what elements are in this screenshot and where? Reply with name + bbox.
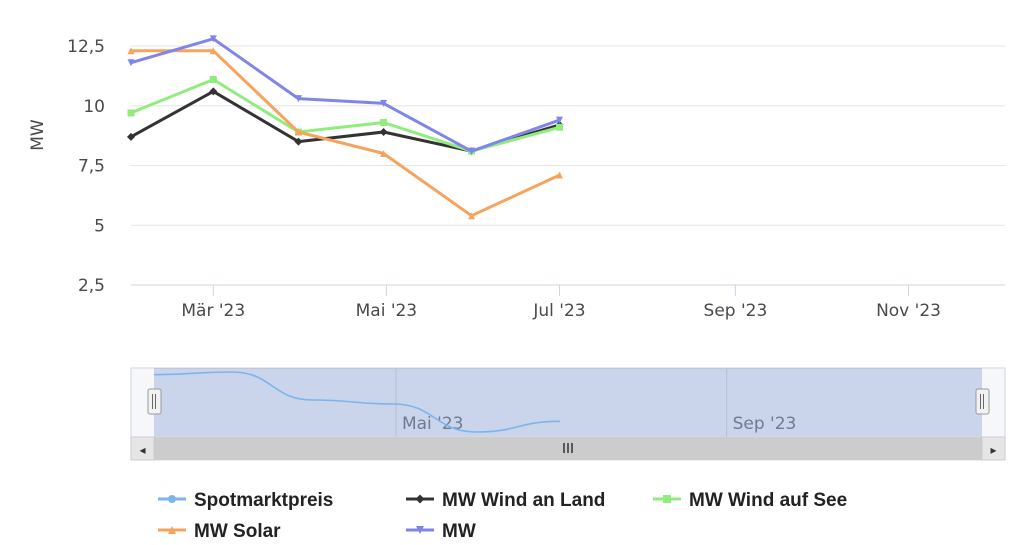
- chevron-left-icon: ◂: [139, 443, 145, 457]
- data-point: [555, 116, 563, 124]
- data-point: [380, 150, 388, 158]
- handle-body[interactable]: [147, 388, 162, 415]
- series-lines: [127, 35, 564, 220]
- x-axis: Mär '23 Mai '23 Jul '23 Sep '23 Nov '23: [181, 285, 941, 321]
- x-tick-label: Mai '23: [356, 301, 418, 321]
- legend-label: MW Wind auf See: [689, 490, 847, 511]
- handle-body[interactable]: [975, 388, 990, 415]
- series-line: [129, 78, 561, 153]
- series-mw-solar: [127, 47, 563, 220]
- legend-label: MW Solar: [194, 521, 281, 542]
- y-tick-label: 2,5: [78, 276, 105, 296]
- navigator-right-handle[interactable]: [975, 388, 990, 415]
- data-point: [380, 99, 388, 107]
- legend-item-mw[interactable]: MW: [406, 521, 476, 542]
- scroll-right-button[interactable]: [981, 436, 1006, 461]
- series-mw: [127, 35, 563, 155]
- data-point: [209, 87, 218, 96]
- navigator-label: Mai '23: [402, 414, 464, 434]
- data-point: [468, 147, 476, 155]
- navigator-label: Sep '23: [733, 414, 797, 434]
- legend-marker: [416, 526, 424, 534]
- legend-marker: [663, 495, 671, 503]
- x-tick-label: Sep '23: [704, 301, 768, 321]
- series-line: [129, 49, 561, 218]
- data-point: [127, 109, 135, 117]
- data-point: [468, 212, 476, 220]
- chevron-right-icon: ▸: [990, 443, 996, 457]
- series-line: [129, 37, 561, 153]
- y-tick-label: 7,5: [78, 157, 105, 177]
- navigator-mask: [154, 368, 982, 437]
- y-axis: 2,5 5 7,5 10 12,5: [67, 37, 105, 296]
- legend-item-mw-solar[interactable]: MW Solar: [158, 521, 281, 542]
- legend-marker: [168, 526, 176, 534]
- legend: Spotmarktpreis MW Wind an Land MW Wind auf…: [158, 490, 847, 542]
- data-point: [209, 47, 217, 55]
- data-point: [127, 132, 135, 141]
- data-point: [127, 47, 135, 55]
- legend-marker: [168, 495, 176, 503]
- grid-lines: [131, 45, 1005, 286]
- x-tick-label: Nov '23: [876, 301, 941, 321]
- x-tick-label: Mär '23: [181, 301, 245, 321]
- y-tick-label: 5: [94, 216, 105, 236]
- data-point: [294, 137, 303, 146]
- scrollbar[interactable]: ◂ ▸: [130, 436, 1006, 461]
- scroll-left-button[interactable]: [130, 436, 155, 461]
- navigator-series-line: [153, 371, 560, 433]
- legend-label: MW: [442, 521, 476, 542]
- navigator-left-handle[interactable]: [147, 388, 162, 415]
- legend-item-mw-wind-auf-see[interactable]: MW Wind auf See: [653, 490, 847, 511]
- data-point: [294, 95, 302, 103]
- legend-marker: [415, 494, 425, 504]
- x-tick-label: Jul '23: [532, 301, 585, 321]
- data-point: [209, 35, 217, 43]
- data-point: [294, 128, 302, 136]
- navigator-background: [130, 367, 1006, 438]
- y-axis-title: MW: [28, 119, 48, 151]
- data-point: [127, 59, 135, 67]
- legend-item-mw-wind-an-land[interactable]: MW Wind an Land: [406, 490, 605, 511]
- legend-item-spotmarktpreis[interactable]: Spotmarktpreis: [158, 490, 333, 511]
- y-tick-label: 12,5: [67, 37, 105, 57]
- data-point: [379, 128, 388, 137]
- y-tick-label: 10: [83, 97, 105, 117]
- data-point: [555, 171, 563, 179]
- data-point: [555, 123, 563, 131]
- navigator[interactable]: Mai '23 Sep '23: [130, 367, 1006, 438]
- legend-label: MW Wind an Land: [442, 490, 605, 511]
- legend-label: Spotmarktpreis: [194, 490, 333, 511]
- data-point: [209, 75, 217, 83]
- data-point: [380, 118, 388, 126]
